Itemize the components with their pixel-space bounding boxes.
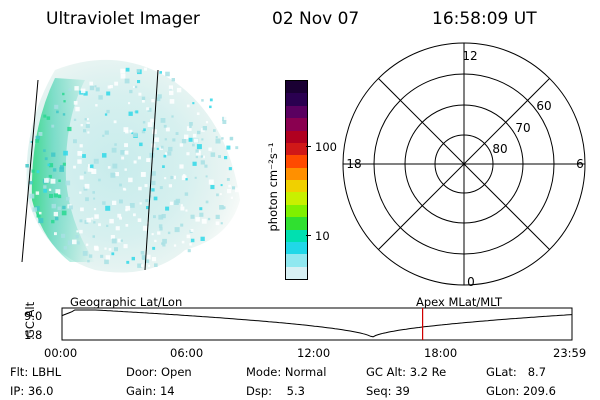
status-gain: Gain: 14 (126, 384, 175, 398)
timeline-ytick-1.8: 1.8 (24, 328, 43, 342)
timeline-xtick-2: 12:00 (297, 346, 331, 360)
colorbar-units-label: photon cm⁻²s⁻¹ (266, 142, 280, 232)
status-door: Door: Open (126, 365, 192, 379)
lat-label-60: 60 (536, 99, 551, 113)
timeline-right-title: Apex MLat/MLT (416, 295, 503, 309)
colorbar-tick-10: 10 (315, 229, 330, 243)
auroral-image-panel (21, 59, 242, 273)
mlt-label-12: 12 (462, 49, 477, 63)
auroral-image-disc (26, 59, 240, 273)
mlt-label-0: 0 (467, 275, 475, 289)
lat-label-80: 80 (492, 142, 507, 156)
timeline-plot (61, 307, 573, 341)
colorbar-tick-100: 100 (315, 140, 337, 154)
polar-plot: 12 0 18 6 60 70 80 (342, 42, 586, 289)
altitude-curve (61, 309, 573, 338)
lat-label-70: 70 (515, 121, 530, 135)
status-gcalt: GC Alt: 3.2 Re (366, 365, 447, 379)
image-speckles (25, 67, 242, 268)
color-scale-bar (285, 80, 308, 280)
status-dsp: Dsp: 5.3 (246, 384, 305, 398)
meridian-line-west (21, 79, 39, 263)
timeline-xtick-4: 23:59 (553, 346, 587, 360)
status-flt: Flt: LBHL (10, 365, 62, 379)
instrument-title: Ultraviolet Imager (46, 9, 200, 29)
mlt-label-6: 6 (576, 157, 584, 171)
mlt-label-18: 18 (346, 157, 361, 171)
date-label: 02 Nov 07 (272, 9, 360, 29)
status-glon: GLon: 209.6 (486, 384, 556, 398)
status-ip: IP: 36.0 (10, 384, 54, 398)
status-glat: GLat: 8.7 (486, 365, 547, 379)
meridian-line-east (144, 69, 159, 271)
timeline-ytick-9: 9.0 (24, 309, 43, 323)
time-label: 16:58:09 UT (432, 9, 537, 29)
timeline-xtick-3: 18:00 (424, 346, 458, 360)
timeline-xtick-1: 06:00 (170, 346, 204, 360)
timeline-left-title: Geographic Lat/Lon (70, 295, 183, 309)
status-seq: Seq: 39 (366, 384, 410, 398)
status-mode: Mode: Normal (246, 365, 327, 379)
timeline-xtick-0: 00:00 (44, 346, 78, 360)
